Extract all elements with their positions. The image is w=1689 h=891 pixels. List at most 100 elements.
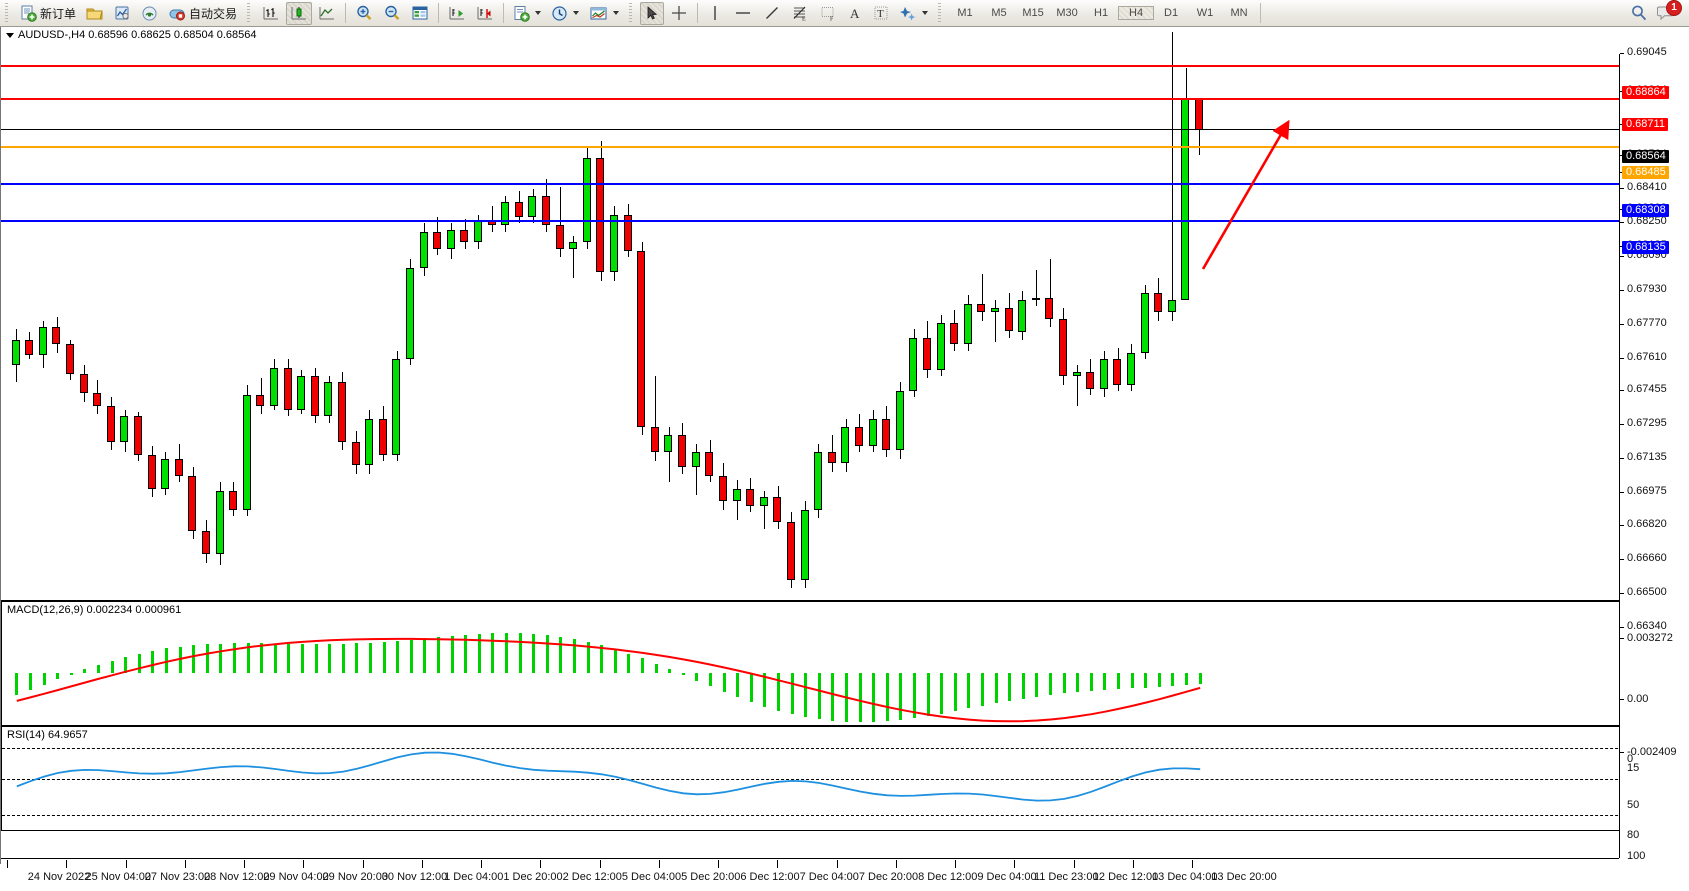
macd-histogram-bar [464, 634, 467, 673]
new-order-button[interactable]: 新订单 [16, 2, 80, 25]
text-label-button[interactable]: T [869, 2, 893, 25]
level-line[interactable] [1, 181, 1689, 189]
macd-histogram-bar [641, 658, 644, 673]
folder-button[interactable] [82, 2, 108, 25]
candle-body [474, 221, 482, 243]
toolbar-grip[interactable] [4, 3, 12, 23]
candle-body [773, 497, 781, 523]
shapes-button[interactable] [895, 2, 932, 25]
timeframe-w1[interactable]: W1 [1196, 7, 1214, 19]
price-tag-resistance[interactable]: 0.68864 [1622, 85, 1669, 99]
price-tag-pivot[interactable]: 0.68485 [1622, 166, 1669, 180]
timeframe-h1[interactable]: H1 [1094, 7, 1109, 19]
macd-histogram-bar [668, 669, 671, 673]
bullish-trend-arrow[interactable] [1191, 117, 1311, 277]
candle-body [365, 418, 373, 466]
candle-body [324, 382, 332, 417]
chart-area[interactable]: AUDUSD-,H4 0.68596 0.68625 0.68504 0.685… [0, 27, 1689, 891]
candle-body [188, 475, 196, 531]
macd-histogram-bar [451, 635, 454, 673]
chart-shift-button[interactable] [472, 2, 498, 25]
equidistant-channel-button[interactable]: F [815, 2, 841, 25]
level-line[interactable] [1, 218, 1689, 226]
timeframe-m5[interactable]: M5 [991, 7, 1007, 19]
fibonacci-button[interactable]: E [787, 2, 813, 25]
price-tag-resistance[interactable]: 0.68711 [1622, 118, 1668, 132]
level-line[interactable] [1, 95, 1689, 103]
price-tag-current-price[interactable]: 0.68564 [1622, 149, 1669, 163]
candle-body [501, 202, 509, 226]
price-pane[interactable]: AUDUSD-,H4 0.68596 0.68625 0.68504 0.685… [1, 27, 1689, 601]
macd-histogram-bar [736, 672, 739, 698]
candle-wick [573, 236, 574, 279]
macd-pane[interactable]: MACD(12,26,9) 0.002234 0.000961 [1, 601, 1689, 726]
fibonacci-icon: E [793, 6, 806, 22]
time-tick-mark [718, 860, 719, 868]
chevron-down-icon[interactable] [535, 11, 542, 15]
timeframe-m30[interactable]: M30 [1056, 7, 1078, 19]
data-window-button[interactable] [407, 2, 433, 25]
text-button[interactable]: A [843, 2, 867, 25]
time-tick-mark [481, 860, 482, 868]
price-tag-support[interactable]: 0.68308 [1622, 203, 1669, 217]
toolbar-separator-3 [503, 3, 505, 23]
candle-body [1113, 359, 1121, 385]
line-chart-button[interactable] [314, 2, 340, 25]
auto-scroll-button[interactable] [444, 2, 470, 25]
level-line[interactable] [1, 143, 1689, 151]
macd-histogram-bar [1022, 672, 1025, 699]
candlestick-chart-button[interactable] [286, 1, 313, 25]
vertical-line-button[interactable] [703, 2, 727, 25]
rsi-pane[interactable]: RSI(14) 64.9657 [1, 726, 1689, 831]
templates-button[interactable] [509, 2, 545, 25]
candle-body [379, 418, 387, 455]
macd-histogram-bar [342, 643, 345, 673]
macd-histogram-bar [423, 638, 426, 673]
bar-chart-button[interactable] [258, 2, 284, 25]
periodicity-button[interactable] [547, 2, 583, 25]
shapes-icon [900, 6, 916, 20]
toolbar-grip-3[interactable] [628, 3, 637, 23]
horizontal-line-button[interactable] [729, 2, 757, 25]
signals-button[interactable] [137, 2, 162, 25]
crosshair-button[interactable] [666, 2, 692, 25]
timeframe-mn[interactable]: MN [1230, 7, 1248, 19]
time-tick-label: 28 Nov 12:00 [204, 871, 270, 883]
chevron-down-icon-2[interactable] [573, 11, 580, 15]
candle-body [12, 339, 20, 366]
cursor-button[interactable] [640, 1, 665, 25]
candle-body [882, 418, 890, 451]
notifications-button[interactable]: 1 [1657, 0, 1682, 23]
macd-histogram-bar [831, 672, 834, 721]
zoom-in-button[interactable] [351, 2, 377, 25]
rsi-axis-label: 0 [1627, 753, 1634, 765]
timeframe-h4[interactable]: H4 [1118, 6, 1155, 20]
timeframe-m1[interactable]: M1 [957, 7, 973, 19]
time-axis[interactable]: 24 Nov 2022 25 Nov 04:00 27 Nov 23:00 28 No… [1, 858, 1619, 891]
chevron-down-icon-4[interactable] [922, 11, 929, 15]
price-plot [1, 27, 1689, 600]
chevron-down-icon-3[interactable] [613, 11, 620, 15]
level-line[interactable] [1, 63, 1689, 71]
zoom-out-button[interactable] [379, 2, 405, 25]
timeframe-d1[interactable]: D1 [1164, 7, 1179, 19]
candle-wick [1050, 259, 1051, 328]
level-line[interactable] [1, 129, 1689, 131]
price-tag-support[interactable]: 0.68135 [1622, 240, 1669, 254]
trendline-button[interactable] [759, 2, 785, 25]
autotrading-button[interactable]: 自动交易 [164, 2, 241, 25]
macd-histogram-bar [315, 644, 318, 673]
terminal-button[interactable] [110, 2, 135, 25]
macd-histogram-bar [818, 672, 821, 720]
search-icon[interactable] [1629, 3, 1649, 23]
indicators-button[interactable] [585, 2, 623, 25]
price-axis[interactable]: 0.69045 0.68864 0.68711 0.68564 0.684850.684… [1619, 46, 1689, 862]
toolbar-grip-2[interactable] [246, 3, 255, 23]
toolbar-grip-4[interactable] [937, 3, 946, 23]
macd-histogram-bar [287, 643, 290, 673]
time-tick-label: 9 Dec 04:00 [977, 871, 1037, 883]
timeframe-m15[interactable]: M15 [1022, 7, 1044, 19]
macd-histogram-bar [1063, 672, 1066, 694]
chart-menu-triangle-icon[interactable] [6, 32, 14, 38]
